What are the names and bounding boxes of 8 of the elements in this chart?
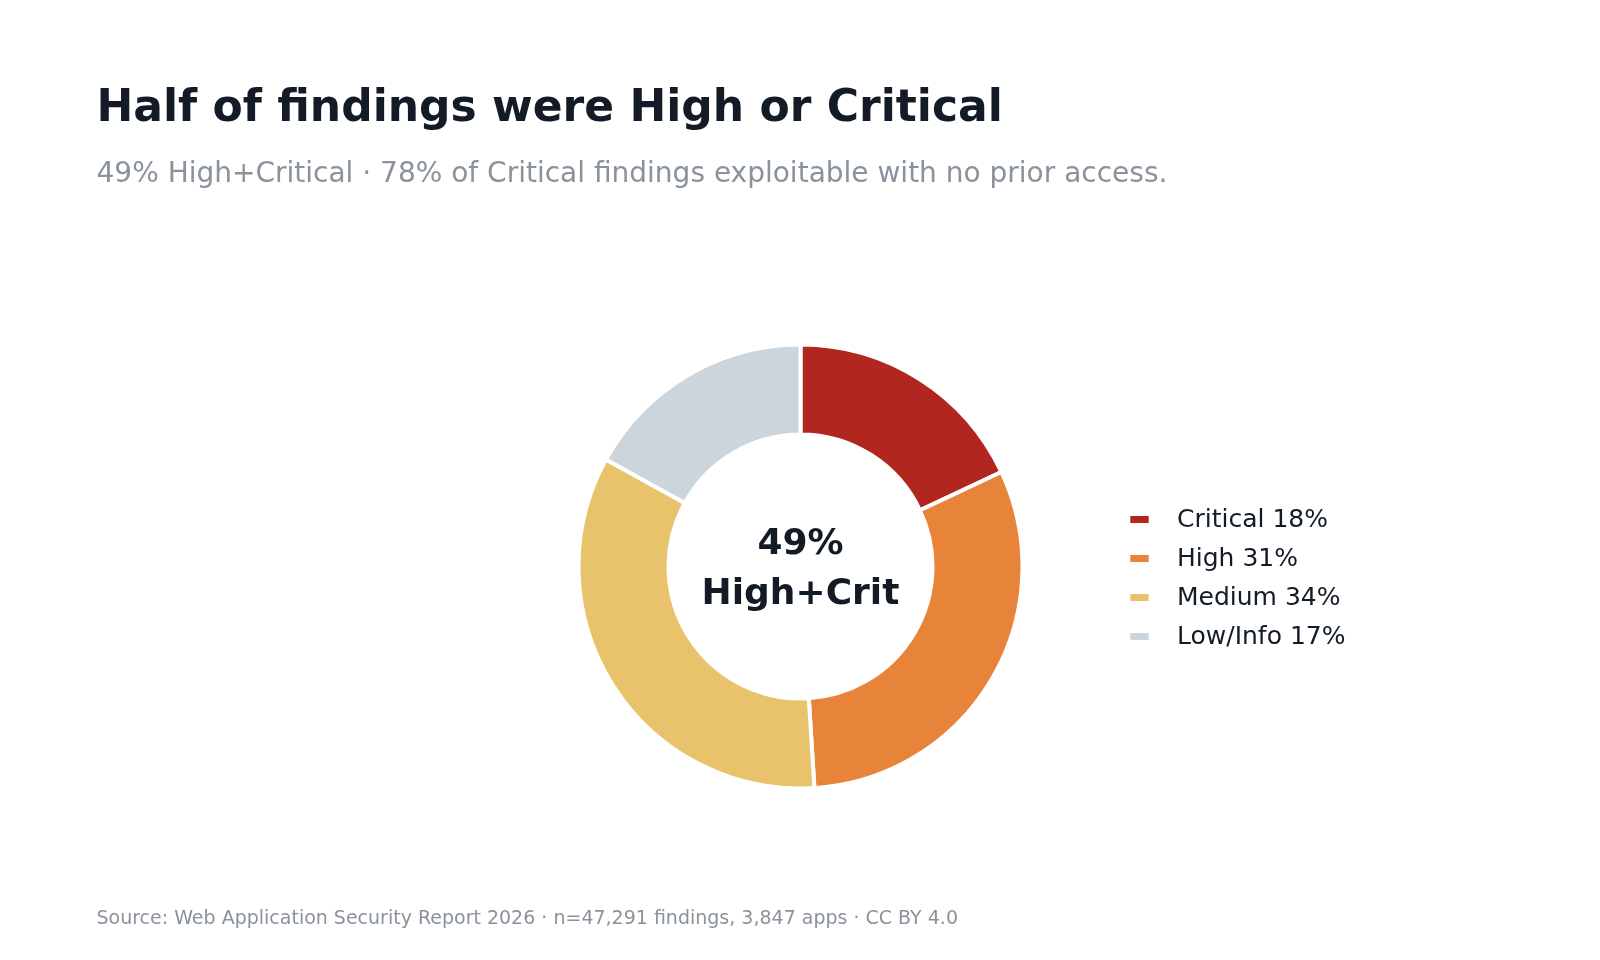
source-note: Source: Web Application Security Report 2026 · n=47,291 findings, 3,847 apps · CC BY 4.0	[96, 905, 958, 928]
legend-label: High 31%	[1177, 543, 1298, 572]
text: 49% High+Crit	[701, 521, 900, 612]
legend-label: Critical 18%	[1177, 504, 1328, 533]
chart-subtitle: 49% High+Critical · 78% of Critical findings exploitable with no prior access.	[96, 156, 1168, 189]
legend-label: Low/Info 17%	[1177, 621, 1346, 650]
legend-label: Medium 34%	[1177, 582, 1341, 611]
chart-title: Half of findings were High or Critical	[96, 80, 1003, 131]
